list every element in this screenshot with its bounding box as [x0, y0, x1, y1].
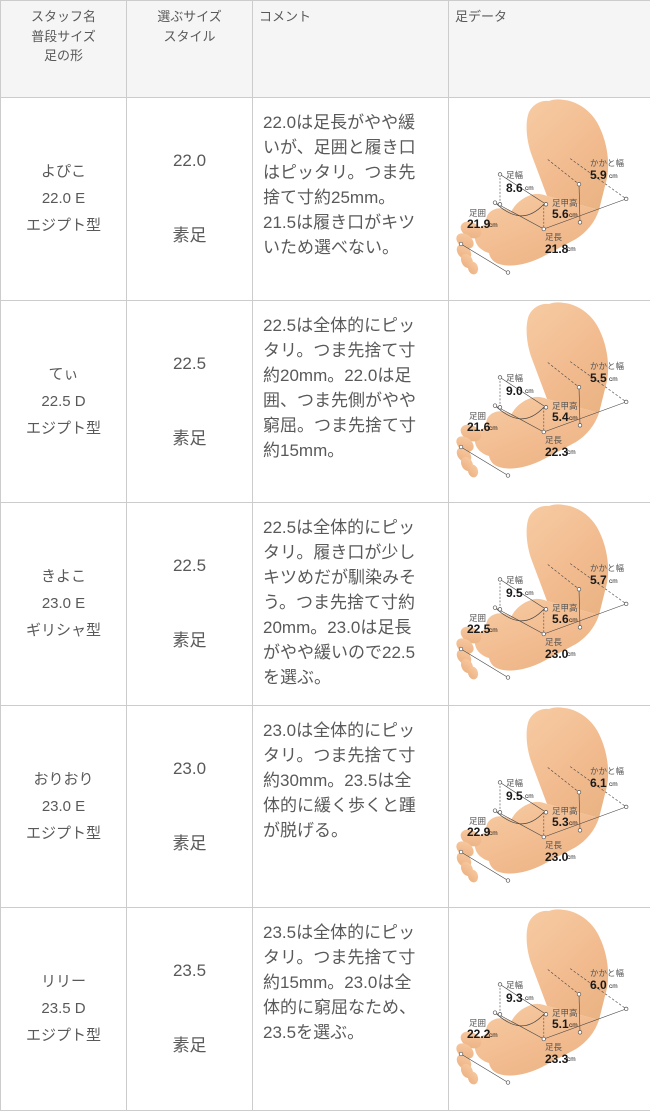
- svg-text:22.2: 22.2: [467, 1027, 491, 1041]
- svg-text:足幅: 足幅: [506, 980, 524, 990]
- svg-text:9.0: 9.0: [506, 384, 523, 398]
- svg-text:5.5: 5.5: [590, 371, 607, 385]
- svg-text:cm: cm: [567, 1056, 576, 1063]
- svg-text:5.6: 5.6: [552, 612, 569, 626]
- svg-text:cm: cm: [489, 1032, 498, 1039]
- svg-text:5.4: 5.4: [552, 410, 569, 424]
- svg-text:かかと幅: かかと幅: [590, 158, 625, 168]
- svg-text:cm: cm: [489, 627, 498, 634]
- svg-text:cm: cm: [569, 212, 578, 219]
- svg-text:cm: cm: [525, 590, 534, 597]
- svg-text:足幅: 足幅: [506, 778, 524, 788]
- svg-text:5.6: 5.6: [552, 207, 569, 221]
- svg-text:22.5: 22.5: [467, 622, 491, 636]
- svg-text:21.9: 21.9: [467, 217, 491, 231]
- svg-text:5.7: 5.7: [590, 573, 607, 587]
- svg-text:cm: cm: [489, 222, 498, 229]
- svg-text:かかと幅: かかと幅: [590, 361, 625, 371]
- svg-text:22.9: 22.9: [467, 825, 491, 839]
- svg-text:cm: cm: [525, 793, 534, 800]
- svg-text:cm: cm: [567, 449, 576, 456]
- svg-text:cm: cm: [567, 246, 576, 253]
- svg-text:cm: cm: [609, 376, 618, 383]
- svg-text:cm: cm: [609, 983, 618, 990]
- svg-text:cm: cm: [569, 617, 578, 624]
- svg-text:足幅: 足幅: [506, 575, 524, 585]
- svg-text:足幅: 足幅: [506, 170, 524, 180]
- svg-text:足幅: 足幅: [506, 373, 524, 383]
- svg-text:cm: cm: [609, 781, 618, 788]
- svg-text:cm: cm: [525, 388, 534, 395]
- svg-text:cm: cm: [569, 820, 578, 827]
- svg-text:cm: cm: [567, 651, 576, 658]
- svg-text:かかと幅: かかと幅: [590, 968, 625, 978]
- svg-text:9.3: 9.3: [506, 991, 523, 1005]
- svg-text:23.0: 23.0: [545, 647, 569, 661]
- svg-text:6.0: 6.0: [590, 978, 607, 992]
- svg-text:9.5: 9.5: [506, 586, 523, 600]
- svg-text:cm: cm: [609, 578, 618, 585]
- svg-text:21.8: 21.8: [545, 242, 569, 256]
- svg-text:足長: 足長: [545, 1042, 563, 1052]
- svg-text:23.0: 23.0: [545, 850, 569, 864]
- svg-text:5.1: 5.1: [552, 1017, 569, 1031]
- svg-text:cm: cm: [569, 415, 578, 422]
- svg-text:足長: 足長: [545, 232, 563, 242]
- svg-text:5.9: 5.9: [590, 168, 607, 182]
- svg-text:23.3: 23.3: [545, 1052, 569, 1066]
- svg-text:22.3: 22.3: [545, 445, 569, 459]
- svg-text:5.3: 5.3: [552, 815, 569, 829]
- svg-text:cm: cm: [489, 830, 498, 837]
- svg-text:21.6: 21.6: [467, 420, 491, 434]
- svg-text:9.5: 9.5: [506, 789, 523, 803]
- svg-text:cm: cm: [569, 1022, 578, 1029]
- svg-text:足長: 足長: [545, 637, 563, 647]
- svg-text:cm: cm: [525, 185, 534, 192]
- svg-text:cm: cm: [609, 173, 618, 180]
- svg-text:8.6: 8.6: [506, 181, 523, 195]
- svg-text:cm: cm: [489, 425, 498, 432]
- svg-text:かかと幅: かかと幅: [590, 766, 625, 776]
- svg-text:足長: 足長: [545, 435, 563, 445]
- svg-text:6.1: 6.1: [590, 776, 607, 790]
- svg-text:足長: 足長: [545, 840, 563, 850]
- svg-text:かかと幅: かかと幅: [590, 563, 625, 573]
- svg-text:cm: cm: [525, 995, 534, 1002]
- svg-text:cm: cm: [567, 854, 576, 861]
